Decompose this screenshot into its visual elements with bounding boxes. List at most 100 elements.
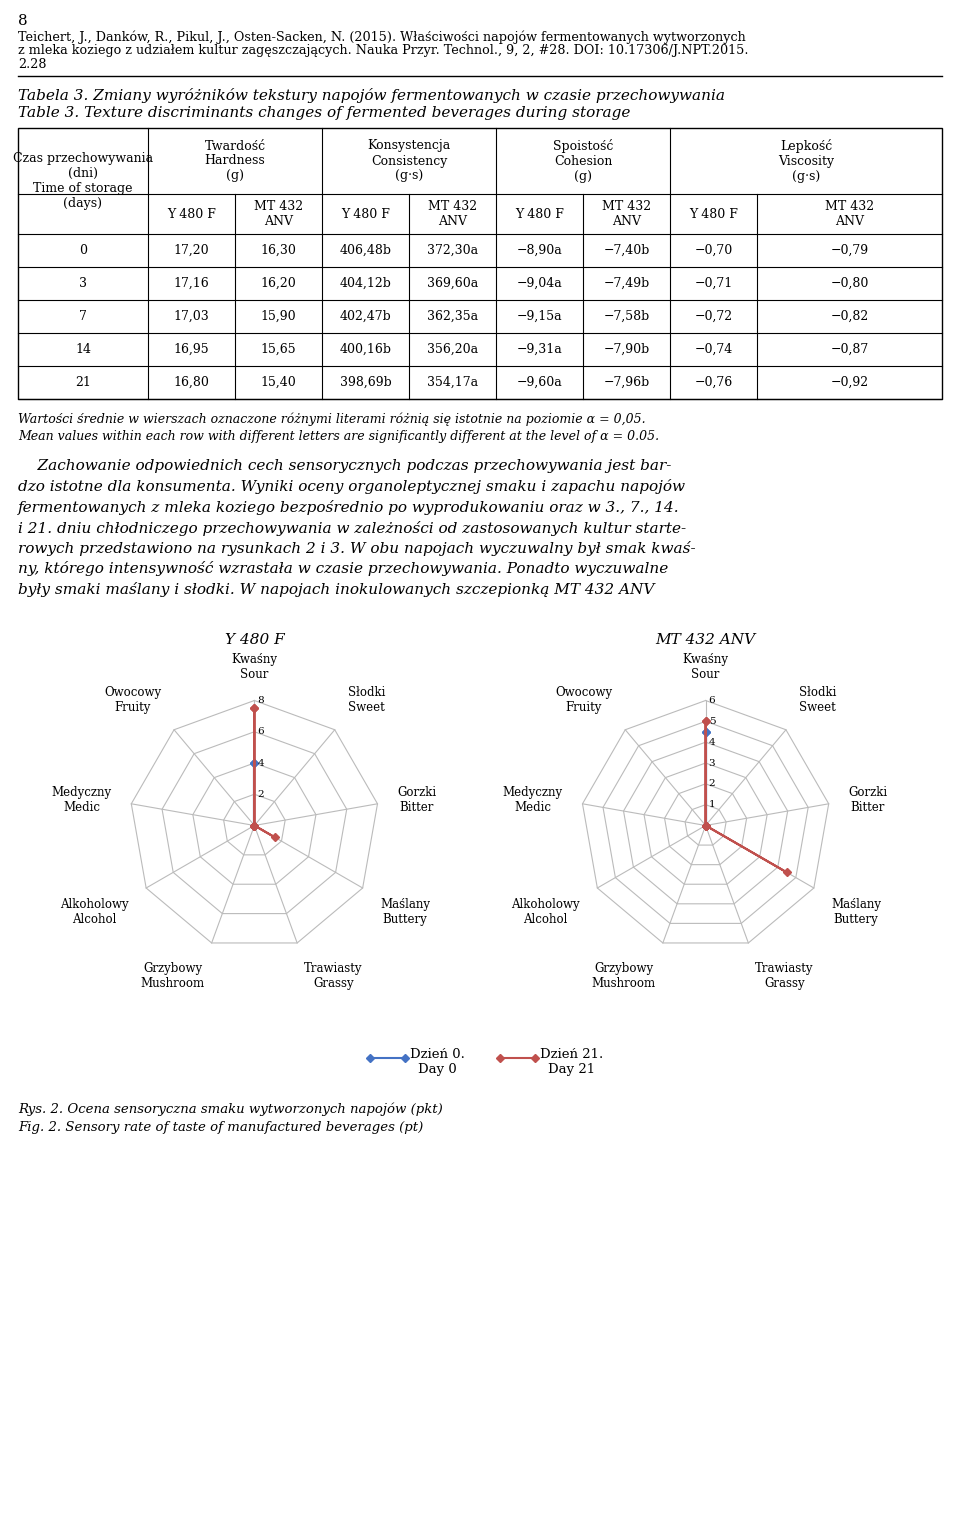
Text: −0,82: −0,82 <box>830 310 869 323</box>
Text: −7,58b: −7,58b <box>604 310 650 323</box>
Text: Owocowy
Fruity: Owocowy Fruity <box>555 686 612 714</box>
Text: Y 480 F: Y 480 F <box>225 633 284 647</box>
Text: 8: 8 <box>18 14 28 27</box>
Text: 15,65: 15,65 <box>261 342 297 356</box>
Text: Grzybowy
Mushroom: Grzybowy Mushroom <box>141 962 204 989</box>
Text: Teichert, J., Danków, R., Pikul, J., Osten-Sacken, N. (2015). Właściwości napojó: Teichert, J., Danków, R., Pikul, J., Ost… <box>18 30 746 44</box>
Text: 16,95: 16,95 <box>174 342 209 356</box>
Text: 400,16b: 400,16b <box>340 342 392 356</box>
Text: Maślany
Buttery: Maślany Buttery <box>831 898 881 925</box>
Text: 1: 1 <box>708 801 715 810</box>
Text: 16,80: 16,80 <box>174 376 209 390</box>
Text: 8: 8 <box>257 696 264 705</box>
Text: MT 432
ANV: MT 432 ANV <box>428 199 477 228</box>
Text: Dzień 21.
Day 21: Dzień 21. Day 21 <box>540 1049 603 1076</box>
Text: Y 480 F: Y 480 F <box>516 207 564 221</box>
Text: ny, którego intensywność wzrastała w czasie przechowywania. Ponadto wyczuwalne: ny, którego intensywność wzrastała w cza… <box>18 562 668 577</box>
Text: Alkoholowy
Alcohol: Alkoholowy Alcohol <box>512 898 580 925</box>
Text: −0,92: −0,92 <box>830 376 869 390</box>
Text: −9,15a: −9,15a <box>516 310 563 323</box>
Text: 5: 5 <box>708 717 715 726</box>
Text: Spoistość
Cohesion
(g): Spoistość Cohesion (g) <box>553 139 613 183</box>
Text: 3: 3 <box>79 277 87 291</box>
Text: −7,90b: −7,90b <box>604 342 650 356</box>
Text: −0,76: −0,76 <box>694 376 732 390</box>
Text: MT 432
ANV: MT 432 ANV <box>825 199 874 228</box>
Text: −0,72: −0,72 <box>694 310 732 323</box>
Text: 4: 4 <box>257 758 264 767</box>
Text: 402,47b: 402,47b <box>340 310 392 323</box>
Text: 15,40: 15,40 <box>260 376 297 390</box>
Text: Owocowy
Fruity: Owocowy Fruity <box>104 686 161 714</box>
Text: 0: 0 <box>79 244 87 257</box>
Text: Trawiasty
Grassy: Trawiasty Grassy <box>756 962 814 989</box>
Text: −7,49b: −7,49b <box>604 277 650 291</box>
Text: 6: 6 <box>708 696 715 705</box>
Text: 398,69b: 398,69b <box>340 376 392 390</box>
Text: 406,48b: 406,48b <box>340 244 392 257</box>
Text: 369,60a: 369,60a <box>427 277 478 291</box>
Text: Wartości średnie w wierszach oznaczone różnymi literami różnią się istotnie na p: Wartości średnie w wierszach oznaczone r… <box>18 412 646 426</box>
Text: fermentowanych z mleka koziego bezpośrednio po wyprodukowaniu oraz w 3., 7., 14.: fermentowanych z mleka koziego bezpośred… <box>18 501 680 514</box>
Text: 3: 3 <box>708 758 715 767</box>
Text: Trawiasty
Grassy: Trawiasty Grassy <box>304 962 363 989</box>
Text: −0,79: −0,79 <box>830 244 869 257</box>
Text: dzo istotne dla konsumenta. Wyniki oceny organoleptycznej smaku i zapachu napojó: dzo istotne dla konsumenta. Wyniki oceny… <box>18 479 685 495</box>
Text: rowych przedstawiono na rysunkach 2 i 3. W obu napojach wyczuwalny był smak kwaś: rowych przedstawiono na rysunkach 2 i 3.… <box>18 540 696 556</box>
Polygon shape <box>706 721 787 872</box>
Text: 362,35a: 362,35a <box>427 310 478 323</box>
Text: Czas przechowywania
(dni)
Time of storage
(days): Czas przechowywania (dni) Time of storag… <box>12 152 153 210</box>
Text: Lepkość
Viscosity
(g·s): Lepkość Viscosity (g·s) <box>778 139 834 183</box>
Text: 372,30a: 372,30a <box>427 244 478 257</box>
Text: MT 432 ANV: MT 432 ANV <box>656 633 756 647</box>
Text: były smaki maślany i słodki. W napojach inokulowanych szczepionką MT 432 ANV: były smaki maślany i słodki. W napojach … <box>18 581 655 597</box>
Text: 7: 7 <box>79 310 87 323</box>
Text: 356,20a: 356,20a <box>427 342 478 356</box>
Text: 16,30: 16,30 <box>260 244 297 257</box>
Text: Y 480 F: Y 480 F <box>689 207 738 221</box>
Polygon shape <box>254 708 275 837</box>
Text: −0,87: −0,87 <box>830 342 869 356</box>
Text: 404,12b: 404,12b <box>340 277 392 291</box>
Text: Kwaśny
Sour: Kwaśny Sour <box>683 653 729 680</box>
Text: Gorzki
Bitter: Gorzki Bitter <box>849 787 888 814</box>
Text: Fig. 2. Sensory rate of taste of manufactured beverages (pt): Fig. 2. Sensory rate of taste of manufac… <box>18 1122 423 1134</box>
Text: −0,70: −0,70 <box>694 244 732 257</box>
Text: Mean values within each row with different letters are significantly different a: Mean values within each row with differe… <box>18 431 660 443</box>
Text: −7,96b: −7,96b <box>604 376 650 390</box>
Text: Kwaśny
Sour: Kwaśny Sour <box>231 653 277 680</box>
Text: 17,03: 17,03 <box>174 310 209 323</box>
Text: 6: 6 <box>257 728 264 737</box>
Text: −0,71: −0,71 <box>694 277 732 291</box>
Text: Medyczny
Medic: Medyczny Medic <box>503 787 563 814</box>
Bar <box>18 128 942 399</box>
Text: MT 432
ANV: MT 432 ANV <box>602 199 651 228</box>
Text: 2.28: 2.28 <box>18 58 46 72</box>
Text: Y 480 F: Y 480 F <box>167 207 216 221</box>
Text: Medyczny
Medic: Medyczny Medic <box>52 787 111 814</box>
Text: −0,80: −0,80 <box>830 277 869 291</box>
Text: Zachowanie odpowiednich cech sensorycznych podczas przechowywania jest bar-: Zachowanie odpowiednich cech sensoryczny… <box>18 460 671 473</box>
Text: Y 480 F: Y 480 F <box>341 207 390 221</box>
Text: Grzybowy
Mushroom: Grzybowy Mushroom <box>592 962 656 989</box>
Text: 14: 14 <box>75 342 91 356</box>
Text: Tabela 3. Zmiany wyróżników tekstury napojów fermentowanych w czasie przechowywa: Tabela 3. Zmiany wyróżników tekstury nap… <box>18 88 725 103</box>
Text: 16,20: 16,20 <box>260 277 297 291</box>
Text: Rys. 2. Ocena sensoryczna smaku wytworzonych napojów (pkt): Rys. 2. Ocena sensoryczna smaku wytworzo… <box>18 1102 443 1116</box>
Text: −7,40b: −7,40b <box>603 244 650 257</box>
Text: 21: 21 <box>75 376 91 390</box>
Text: Słodki
Sweet: Słodki Sweet <box>348 686 385 714</box>
Text: Konsystencja
Consistency
(g·s): Konsystencja Consistency (g·s) <box>368 140 450 183</box>
Text: Alkoholowy
Alcohol: Alkoholowy Alcohol <box>60 898 129 925</box>
Text: −9,04a: −9,04a <box>516 277 563 291</box>
Text: 17,16: 17,16 <box>174 277 209 291</box>
Text: Gorzki
Bitter: Gorzki Bitter <box>397 787 437 814</box>
Text: −0,74: −0,74 <box>694 342 732 356</box>
Text: Maślany
Buttery: Maślany Buttery <box>380 898 430 925</box>
Text: 2: 2 <box>708 779 715 788</box>
Text: z mleka koziego z udziałem kultur zagęszczających. Nauka Przyr. Technol., 9, 2, : z mleka koziego z udziałem kultur zagęsz… <box>18 44 749 56</box>
Text: i 21. dniu chłodniczego przechowywania w zależności od zastosowanych kultur star: i 21. dniu chłodniczego przechowywania w… <box>18 521 686 536</box>
Text: −9,31a: −9,31a <box>516 342 563 356</box>
Text: −9,60a: −9,60a <box>516 376 563 390</box>
Text: Twardość
Hardness
(g): Twardość Hardness (g) <box>204 140 266 183</box>
